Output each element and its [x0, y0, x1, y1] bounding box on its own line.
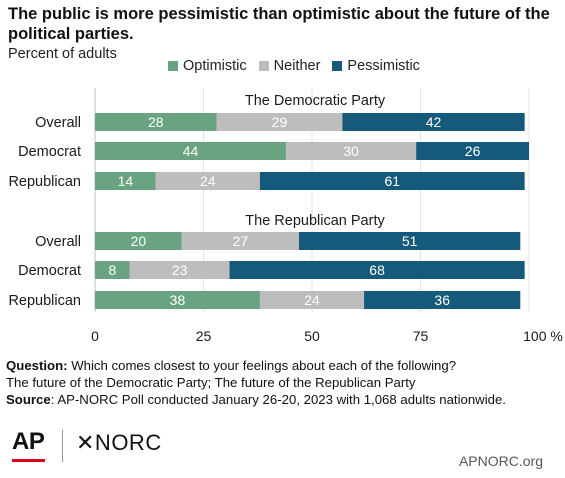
data-label-the-democratic-party-overall-pessimistic: 42: [426, 114, 442, 130]
legend-swatch-optimistic: [168, 61, 178, 71]
bar-the-democratic-party-democrat-pessimistic: [416, 142, 529, 160]
legend: Optimistic Neither Pessimistic: [168, 58, 432, 74]
bar-the-democratic-party-republican-optimistic: [95, 172, 156, 190]
data-label-the-republican-party-democrat-neither: 23: [172, 262, 188, 278]
tick-label-50: 50: [304, 328, 320, 344]
legend-item-pessimistic: Pessimistic: [332, 58, 420, 74]
data-label-the-democratic-party-overall-neither: 29: [272, 114, 288, 130]
data-label-the-democratic-party-republican-pessimistic: 61: [385, 173, 401, 189]
row-label-the-democratic-party-democrat: Democrat: [18, 144, 81, 160]
tick-label-0: 0: [91, 328, 99, 344]
bar-the-democratic-party-democrat-optimistic: [95, 142, 286, 160]
legend-swatch-neither: [258, 61, 269, 71]
bar-the-democratic-party-overall-pessimistic: [342, 113, 525, 131]
legend-label-optimistic: Optimistic: [183, 58, 247, 74]
data-label-the-republican-party-republican-neither: 24: [304, 292, 320, 308]
group-title-the-democratic-party: The Democratic Party: [245, 93, 386, 109]
ap-logo-bar: [12, 459, 45, 462]
data-label-the-democratic-party-democrat-optimistic: 44: [183, 143, 199, 159]
ap-logo: AP: [12, 428, 45, 455]
tick-label-100: 100 %: [523, 328, 563, 344]
chart-title: The public is more pessimistic than opti…: [8, 5, 550, 43]
data-label-the-democratic-party-overall-optimistic: 28: [148, 114, 164, 130]
row-label-the-democratic-party-republican: Republican: [8, 174, 81, 190]
bar-the-democratic-party-democrat-neither: [285, 142, 417, 160]
bar-the-republican-party-republican-pessimistic: [364, 291, 521, 309]
tick-label-75: 75: [413, 328, 429, 344]
bar-the-republican-party-democrat-optimistic: [95, 261, 130, 279]
data-label-the-republican-party-overall-pessimistic: 51: [402, 233, 418, 249]
legend-item-neither: Neither: [258, 58, 321, 74]
question-line2: The future of the Democratic Party; The …: [6, 375, 416, 390]
bar-the-republican-party-democrat-pessimistic: [229, 261, 525, 279]
group-title-the-republican-party: The Republican Party: [245, 213, 385, 229]
chart-notes: Question: Which comes closest to your fe…: [6, 357, 562, 408]
logo-divider: [62, 430, 63, 462]
data-label-the-republican-party-democrat-pessimistic: 68: [369, 262, 385, 278]
row-label-the-democratic-party-overall: Overall: [35, 115, 81, 131]
tick-label-25: 25: [196, 328, 212, 344]
legend-item-optimistic: Optimistic: [168, 58, 247, 74]
data-label-the-democratic-party-democrat-pessimistic: 26: [465, 143, 481, 159]
source-label: Source: [6, 392, 51, 407]
legend-label-pessimistic: Pessimistic: [347, 58, 420, 74]
data-label-the-democratic-party-democrat-neither: 30: [343, 143, 359, 159]
bar-the-republican-party-overall-optimistic: [95, 232, 182, 250]
site-url: APNORC.org: [458, 453, 543, 469]
norc-logo: ✕NORC: [76, 430, 162, 455]
bar-the-democratic-party-overall-optimistic: [95, 113, 217, 131]
row-label-the-republican-party-republican: Republican: [8, 293, 81, 309]
row-label-the-republican-party-overall: Overall: [35, 234, 81, 250]
source-note: Source: AP-NORC Poll conducted January 2…: [6, 391, 562, 408]
bar-the-republican-party-republican-neither: [259, 291, 365, 309]
data-label-the-democratic-party-republican-optimistic: 14: [118, 173, 134, 189]
bar-the-democratic-party-republican-pessimistic: [259, 172, 525, 190]
data-label-the-republican-party-republican-optimistic: 38: [170, 292, 186, 308]
row-label-the-republican-party-democrat: Democrat: [18, 263, 81, 279]
data-label-the-republican-party-overall-neither: 27: [233, 233, 249, 249]
bar-the-republican-party-overall-neither: [181, 232, 299, 250]
legend-label-neither: Neither: [273, 58, 321, 74]
data-label-the-republican-party-democrat-optimistic: 8: [108, 262, 116, 278]
question-label: Question:: [6, 358, 68, 373]
legend-swatch-pessimistic: [332, 61, 343, 71]
bar-the-republican-party-republican-optimistic: [95, 291, 260, 309]
bar-the-democratic-party-republican-neither: [155, 172, 260, 190]
source-text: : AP-NORC Poll conducted January 26-20, …: [50, 392, 506, 407]
chart-subtitle: Percent of adults: [8, 46, 117, 62]
question-text: Which comes closest to your feelings abo…: [71, 358, 457, 373]
question-note: Question: Which comes closest to your fe…: [6, 357, 562, 374]
bar-the-democratic-party-overall-neither: [216, 113, 343, 131]
data-label-the-democratic-party-republican-neither: 24: [200, 173, 216, 189]
data-label-the-republican-party-overall-optimistic: 20: [131, 233, 147, 249]
data-label-the-republican-party-republican-pessimistic: 36: [434, 292, 450, 308]
bar-the-republican-party-overall-pessimistic: [298, 232, 521, 250]
bar-the-republican-party-democrat-neither: [129, 261, 230, 279]
